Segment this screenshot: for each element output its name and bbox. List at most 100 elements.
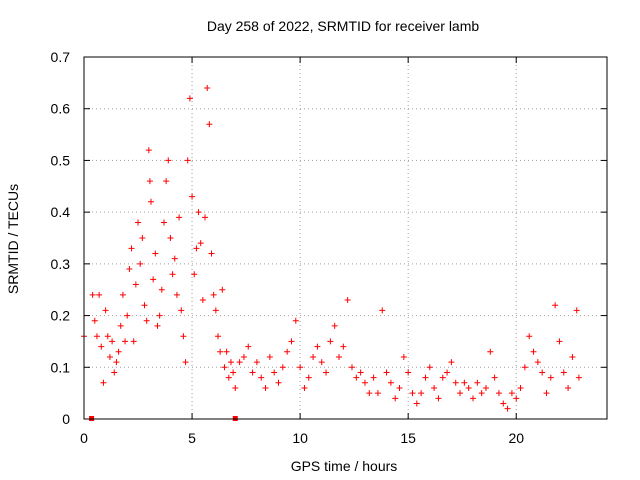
data-point (530, 348, 537, 355)
data-point (552, 302, 559, 309)
data-point (513, 395, 520, 402)
data-point (422, 374, 429, 381)
data-point (366, 390, 373, 397)
data-point (98, 343, 105, 350)
data-point (115, 348, 122, 355)
data-point (154, 322, 161, 329)
data-point (279, 364, 286, 371)
data-point (100, 379, 107, 386)
data-point (543, 390, 550, 397)
data-point (202, 214, 209, 221)
data-point (117, 322, 124, 329)
data-point (152, 250, 159, 257)
data-point (379, 307, 386, 314)
y-axis-ticks: 0 0.1 0.2 0.3 0.4 0.5 0.6 0.7 (51, 49, 607, 427)
data-point (145, 147, 152, 154)
data-point (217, 348, 224, 355)
y-tick-label: 0.5 (51, 152, 71, 168)
data-point (266, 353, 273, 360)
data-point (521, 364, 528, 371)
data-point (508, 390, 515, 397)
data-point (435, 395, 442, 402)
data-point (383, 369, 390, 376)
data-point (444, 369, 451, 376)
data-point (212, 307, 219, 314)
data-point (147, 198, 154, 205)
data-point (478, 390, 485, 397)
data-point (431, 384, 438, 391)
data-point (258, 374, 265, 381)
data-point (156, 312, 163, 319)
data-point (167, 235, 174, 241)
data-point (163, 178, 170, 185)
data-point (173, 291, 180, 298)
data-point (297, 364, 304, 371)
data-point (275, 379, 282, 386)
data-point (165, 157, 172, 164)
data-point (135, 219, 142, 226)
data-point (465, 384, 472, 391)
data-point (124, 312, 131, 319)
data-point (227, 359, 234, 366)
data-point (439, 374, 446, 381)
data-point (327, 338, 334, 345)
data-point (348, 364, 355, 371)
data-point (500, 400, 507, 407)
data-point (176, 214, 183, 221)
data-point (158, 286, 165, 293)
y-tick-label: 0.2 (51, 308, 71, 324)
data-point (396, 384, 403, 391)
data-point (575, 374, 582, 381)
data-point (374, 390, 381, 397)
data-point (353, 374, 360, 381)
data-point (137, 260, 144, 267)
data-point (370, 374, 377, 381)
data-point (160, 219, 167, 226)
data-point (340, 343, 347, 350)
data-point (560, 369, 567, 376)
x-tick-label: 5 (188, 430, 196, 446)
data-point (89, 291, 96, 298)
data-point (448, 359, 455, 366)
data-point (236, 359, 243, 366)
data-point (409, 390, 416, 397)
data-point (193, 245, 200, 252)
y-tick-label: 0.3 (51, 256, 71, 272)
data-point (96, 291, 103, 298)
data-point (495, 390, 502, 397)
data-point (225, 374, 232, 381)
data-point (191, 271, 198, 278)
data-point (146, 178, 153, 185)
data-point (331, 322, 338, 329)
data-point (150, 276, 157, 283)
data-point (569, 353, 576, 360)
data-point (457, 390, 464, 397)
data-point (491, 374, 498, 381)
data-point (245, 343, 252, 350)
data-point (184, 157, 191, 164)
data-point (517, 384, 524, 391)
data-point (526, 333, 533, 340)
y-tick-label: 0 (62, 411, 70, 427)
data-point (113, 359, 120, 366)
y-axis-label: SRMTID / TECUs (5, 184, 21, 294)
data-point (534, 359, 541, 366)
data-point (474, 379, 481, 386)
data-point (556, 338, 563, 345)
data-point (232, 384, 239, 391)
y-tick-label: 0.7 (51, 49, 71, 65)
data-point (109, 338, 116, 345)
data-point (180, 333, 187, 340)
data-point (93, 333, 100, 340)
data-point (141, 302, 148, 309)
x-axis-ticks: 0 5 10 15 20 (80, 57, 524, 446)
data-point (122, 338, 129, 345)
data-point (171, 255, 178, 262)
y-tick-label: 0.6 (51, 101, 71, 117)
data-point (182, 359, 189, 366)
data-point (186, 95, 193, 102)
data-point (487, 348, 494, 355)
data-point (323, 369, 330, 376)
data-point (210, 291, 217, 298)
